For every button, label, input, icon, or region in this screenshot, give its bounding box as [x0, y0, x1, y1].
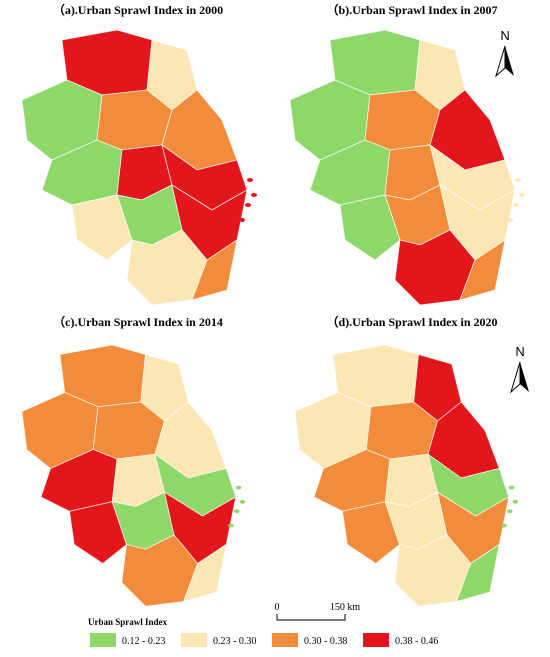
region	[69, 501, 127, 564]
panel-title: （b).Urban Sprawl Index in 2007	[326, 2, 497, 17]
region	[455, 543, 500, 603]
north-label: N	[500, 28, 509, 43]
region	[459, 239, 506, 301]
arrow-right	[505, 46, 514, 76]
legend-label: 0.12 - 0.23	[122, 636, 165, 647]
island	[239, 218, 245, 222]
island	[506, 509, 513, 514]
legend-swatch	[90, 633, 116, 647]
legend: 0.12 - 0.23 0.23 - 0.30 0.30 - 0.38 0.38 - …	[90, 633, 438, 647]
island	[247, 178, 253, 182]
map	[294, 344, 519, 607]
legend-label: 0.38 - 0.46	[395, 636, 438, 647]
legend-title: Urban Sprawl Index	[88, 617, 168, 627]
region	[182, 543, 227, 603]
map	[21, 29, 257, 306]
island	[512, 499, 519, 504]
island	[519, 193, 525, 197]
legend-label: 0.30 - 0.38	[304, 636, 347, 647]
island	[228, 523, 234, 528]
island	[513, 203, 519, 207]
island	[507, 218, 513, 222]
scale-label: 0	[275, 602, 280, 613]
island	[239, 499, 246, 504]
legend-swatch	[181, 633, 207, 647]
map	[289, 29, 525, 306]
island	[233, 509, 240, 514]
scale-line	[276, 614, 346, 621]
panel-title: （d).Urban Sprawl Index in 2020	[326, 314, 497, 329]
island	[235, 485, 242, 490]
north-arrow: N	[495, 28, 514, 78]
north-label: N	[515, 344, 524, 359]
island	[251, 193, 257, 197]
arrow-right	[520, 362, 529, 392]
island	[501, 523, 507, 528]
arrow-left	[495, 45, 506, 78]
map	[21, 344, 246, 607]
arrow-left	[510, 361, 521, 394]
region	[342, 501, 400, 564]
region	[339, 194, 401, 261]
island	[515, 178, 521, 182]
legend-swatch	[272, 633, 298, 647]
scale-label: 150 km	[330, 602, 361, 613]
north-arrow: N	[510, 344, 529, 394]
scale-bar: 0 150 km	[275, 602, 361, 621]
panel-title: （a).Urban Sprawl Index in 2000	[53, 2, 223, 17]
legend-swatch	[363, 633, 389, 647]
island	[508, 485, 515, 490]
legend-label: 0.23 - 0.30	[213, 636, 256, 647]
region	[191, 239, 238, 301]
panel-title: （c).Urban Sprawl Index in 2014	[53, 314, 223, 329]
region	[71, 194, 133, 261]
island	[245, 203, 251, 207]
